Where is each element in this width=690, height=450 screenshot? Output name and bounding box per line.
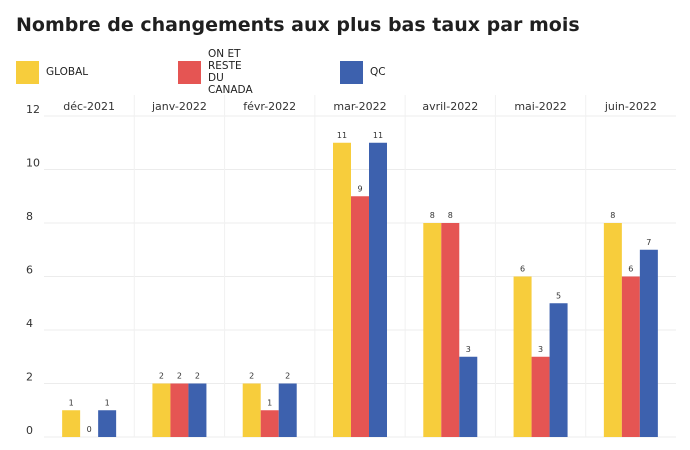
bars [62,142,658,437]
legend-label-global: GLOBAL [46,66,89,78]
data-label: 1 [267,398,272,407]
bar-qc [98,410,117,437]
category-label: juin-2022 [604,100,657,113]
bar-global [242,383,261,437]
data-label: 9 [357,184,362,193]
data-label: 2 [249,372,254,381]
bar-global [62,410,81,437]
data-label: 2 [159,372,164,381]
data-label: 6 [520,265,525,274]
y-tick-label: 8 [26,210,33,223]
y-tick-label: 2 [26,371,33,384]
legend-item-on-reste-canada: ON ET RESTE DU CANADA [178,48,253,96]
bar-global [423,223,442,437]
category-label: avril-2022 [422,100,478,113]
legend-swatch-on-reste-canada [178,60,201,84]
bar-global [333,142,351,437]
chart-title: Nombre de changements aux plus bas taux … [16,14,580,36]
category-label: déc-2021 [63,100,115,113]
data-label: 6 [628,265,633,274]
category-label: févr-2022 [243,100,296,113]
bar-on-et-reste-du-canada [441,223,460,437]
legend-swatch-global [16,60,39,84]
bar-qc [459,356,478,437]
legend-swatch-qc [340,60,363,84]
data-label: 0 [87,425,92,434]
y-axis: 0 2 4 6 8 10 12 [26,103,40,437]
data-label: 1 [105,398,110,407]
bar-on-et-reste-du-canada [531,356,550,437]
y-tick-label: 12 [26,103,40,116]
legend-label-on-reste-canada: ON ET RESTE DU CANADA [208,48,253,96]
bar-qc [549,303,568,437]
legend-label-qc: QC [370,66,386,78]
bar-qc [639,249,658,437]
legend-item-global: GLOBAL [16,58,88,86]
data-label: 8 [448,211,453,220]
data-label: 2 [195,372,200,381]
data-label: 11 [373,131,383,140]
bar-on-et-reste-du-canada [260,410,279,437]
y-tick-label: 4 [26,317,33,330]
data-label: 3 [466,345,471,354]
category-label: janv-2022 [151,100,207,113]
data-label: 3 [538,345,543,354]
data-label: 5 [556,291,561,300]
y-tick-label: 6 [26,264,33,277]
category-label: mar-2022 [333,100,386,113]
category-labels: déc-2021 janv-2022 févr-2022 mar-2022 avril-… [63,100,657,113]
bar-on-et-reste-du-canada [351,196,369,437]
category-label: mai-2022 [514,100,566,113]
data-label: 2 [177,372,182,381]
bar-global [513,276,532,437]
data-label: 1 [69,398,74,407]
bar-on-et-reste-du-canada [621,276,640,437]
bar-on-et-reste-du-canada [170,383,189,437]
y-tick-label: 0 [26,424,33,437]
data-label: 7 [646,238,651,247]
bar-global [152,383,171,437]
bar-global [603,223,622,437]
bar-qc [278,383,297,437]
data-label: 11 [337,131,347,140]
data-label: 2 [285,372,290,381]
data-label: 8 [610,211,615,220]
legend-item-qc: QC [340,58,386,86]
bar-qc [188,383,207,437]
bar-qc [369,142,387,437]
value-labels: 1 0 1 2 2 2 2 1 2 11 9 11 8 8 3 6 3 5 8 6 7 [69,131,652,434]
y-tick-label: 10 [26,157,40,170]
data-label: 8 [430,211,435,220]
